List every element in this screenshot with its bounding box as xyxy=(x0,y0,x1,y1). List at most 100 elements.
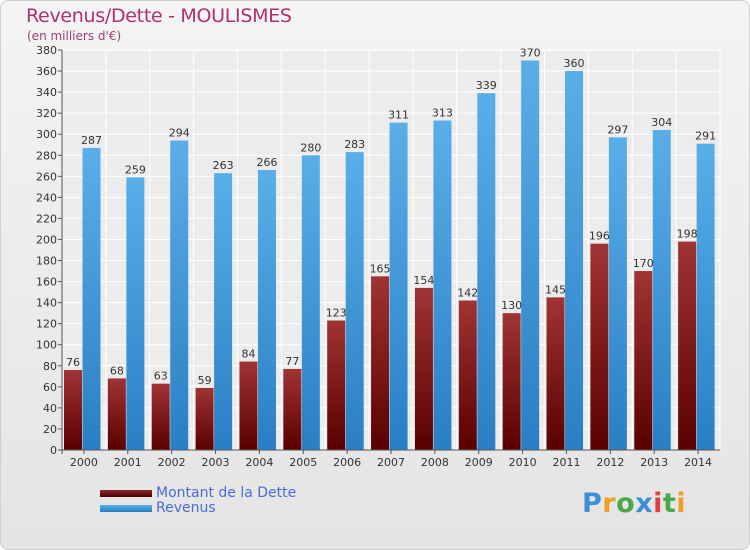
bar-debt-2003 xyxy=(195,387,214,450)
chart-subtitle: (en milliers d'€) xyxy=(27,29,122,43)
data-label-debt-2000: 76 xyxy=(66,356,80,369)
bar-debt-2005 xyxy=(283,368,302,450)
data-label-debt-2008: 154 xyxy=(413,274,434,287)
bar-debt-2004 xyxy=(239,361,258,450)
x-tick-label: 2005 xyxy=(289,456,317,469)
x-tick-label: 2011 xyxy=(552,456,580,469)
y-tick-label: 380 xyxy=(36,44,57,57)
data-label-debt-2006: 123 xyxy=(326,307,347,320)
bar-revenue-2006 xyxy=(345,152,364,450)
bar-revenue-2011 xyxy=(565,71,584,450)
x-tick-label: 2006 xyxy=(333,456,361,469)
y-tick-label: 80 xyxy=(43,360,57,373)
y-tick-label: 280 xyxy=(36,149,57,162)
bar-debt-2011 xyxy=(546,297,565,450)
x-tick-label: 2014 xyxy=(684,456,712,469)
chart-title: Revenus/Dette - MOULISMES xyxy=(26,5,292,27)
y-tick-label: 340 xyxy=(36,86,57,99)
legend-swatch-revenue xyxy=(100,505,152,512)
bar-debt-2007 xyxy=(371,276,390,450)
bar-revenue-2002 xyxy=(170,140,189,451)
y-tick-label: 300 xyxy=(36,128,57,141)
data-label-debt-2004: 84 xyxy=(241,348,255,361)
x-tick-label: 2009 xyxy=(465,456,493,469)
x-tick-label: 2002 xyxy=(158,456,186,469)
data-label-revenue-2000: 287 xyxy=(81,134,102,147)
data-label-debt-2013: 170 xyxy=(633,257,654,270)
y-tick-label: 140 xyxy=(36,297,57,310)
data-label-debt-2005: 77 xyxy=(285,355,299,368)
y-tick-label: 0 xyxy=(50,444,57,457)
x-tick-label: 2000 xyxy=(70,456,98,469)
y-tick-label: 160 xyxy=(36,276,57,289)
bar-debt-2013 xyxy=(634,271,653,450)
x-tick-label: 2008 xyxy=(421,456,449,469)
x-tick-label: 2007 xyxy=(377,456,405,469)
data-label-debt-2010: 130 xyxy=(501,299,522,312)
x-tick-label: 2003 xyxy=(202,456,230,469)
y-tick-label: 100 xyxy=(36,339,57,352)
data-label-revenue-2002: 294 xyxy=(169,127,190,140)
data-label-debt-2003: 59 xyxy=(198,374,212,387)
bar-revenue-2003 xyxy=(214,173,233,450)
data-label-revenue-2011: 360 xyxy=(564,57,585,70)
bar-revenue-2007 xyxy=(389,122,408,450)
data-label-revenue-2010: 370 xyxy=(520,47,541,60)
x-tick-label: 2010 xyxy=(509,456,537,469)
data-label-revenue-2004: 266 xyxy=(256,156,277,169)
bar-debt-2002 xyxy=(151,383,170,450)
data-label-revenue-2001: 259 xyxy=(125,163,146,176)
bar-revenue-2013 xyxy=(652,130,671,450)
bar-revenue-2001 xyxy=(126,177,145,451)
data-label-revenue-2007: 311 xyxy=(388,109,409,122)
bar-revenue-2000 xyxy=(82,147,101,451)
y-tick-label: 60 xyxy=(43,381,57,394)
data-label-revenue-2006: 283 xyxy=(344,138,365,151)
y-tick-label: 20 xyxy=(43,423,57,436)
data-label-revenue-2013: 304 xyxy=(651,116,672,129)
x-tick-label: 2001 xyxy=(114,456,142,469)
y-tick-label: 320 xyxy=(36,107,57,120)
legend-swatch-debt xyxy=(100,490,152,497)
x-tick-label: 2012 xyxy=(596,456,624,469)
data-label-revenue-2005: 280 xyxy=(300,141,321,154)
y-tick-label: 220 xyxy=(36,212,57,225)
data-label-revenue-2008: 313 xyxy=(432,107,453,120)
bar-debt-2014 xyxy=(678,241,697,450)
bar-revenue-2014 xyxy=(696,143,715,450)
y-tick-label: 200 xyxy=(36,233,57,246)
data-label-revenue-2003: 263 xyxy=(213,159,234,172)
data-label-debt-2011: 145 xyxy=(545,283,566,296)
data-label-debt-2001: 68 xyxy=(110,364,124,377)
data-label-debt-2014: 198 xyxy=(677,228,698,241)
data-label-debt-2007: 165 xyxy=(370,262,391,275)
y-tick-label: 240 xyxy=(36,191,57,204)
bar-debt-2008 xyxy=(414,287,433,450)
y-tick-label: 40 xyxy=(43,402,57,415)
bar-debt-2006 xyxy=(327,320,346,450)
data-label-revenue-2009: 339 xyxy=(476,79,497,92)
bar-revenue-2008 xyxy=(433,120,452,451)
bar-revenue-2005 xyxy=(301,155,320,450)
data-label-debt-2009: 142 xyxy=(457,287,478,300)
x-tick-label: 2013 xyxy=(640,456,668,469)
bar-debt-2010 xyxy=(502,313,521,450)
bar-debt-2001 xyxy=(107,378,126,450)
y-tick-label: 180 xyxy=(36,255,57,268)
data-label-debt-2002: 63 xyxy=(154,370,168,383)
bar-revenue-2004 xyxy=(257,170,276,450)
bar-debt-2009 xyxy=(458,300,477,450)
bar-debt-2000 xyxy=(64,370,82,450)
bar-revenue-2012 xyxy=(608,137,627,451)
y-tick-label: 260 xyxy=(36,170,57,183)
y-tick-label: 360 xyxy=(36,65,57,78)
legend-label-revenue: Revenus xyxy=(156,500,216,516)
y-tick-label: 120 xyxy=(36,318,57,331)
proxiti-logo: Proxiti xyxy=(582,488,687,519)
bar-debt-2012 xyxy=(590,243,609,450)
data-label-revenue-2012: 297 xyxy=(607,123,628,136)
bar-revenue-2010 xyxy=(521,60,540,451)
bar-revenue-2009 xyxy=(477,93,496,450)
data-label-debt-2012: 196 xyxy=(589,230,610,243)
